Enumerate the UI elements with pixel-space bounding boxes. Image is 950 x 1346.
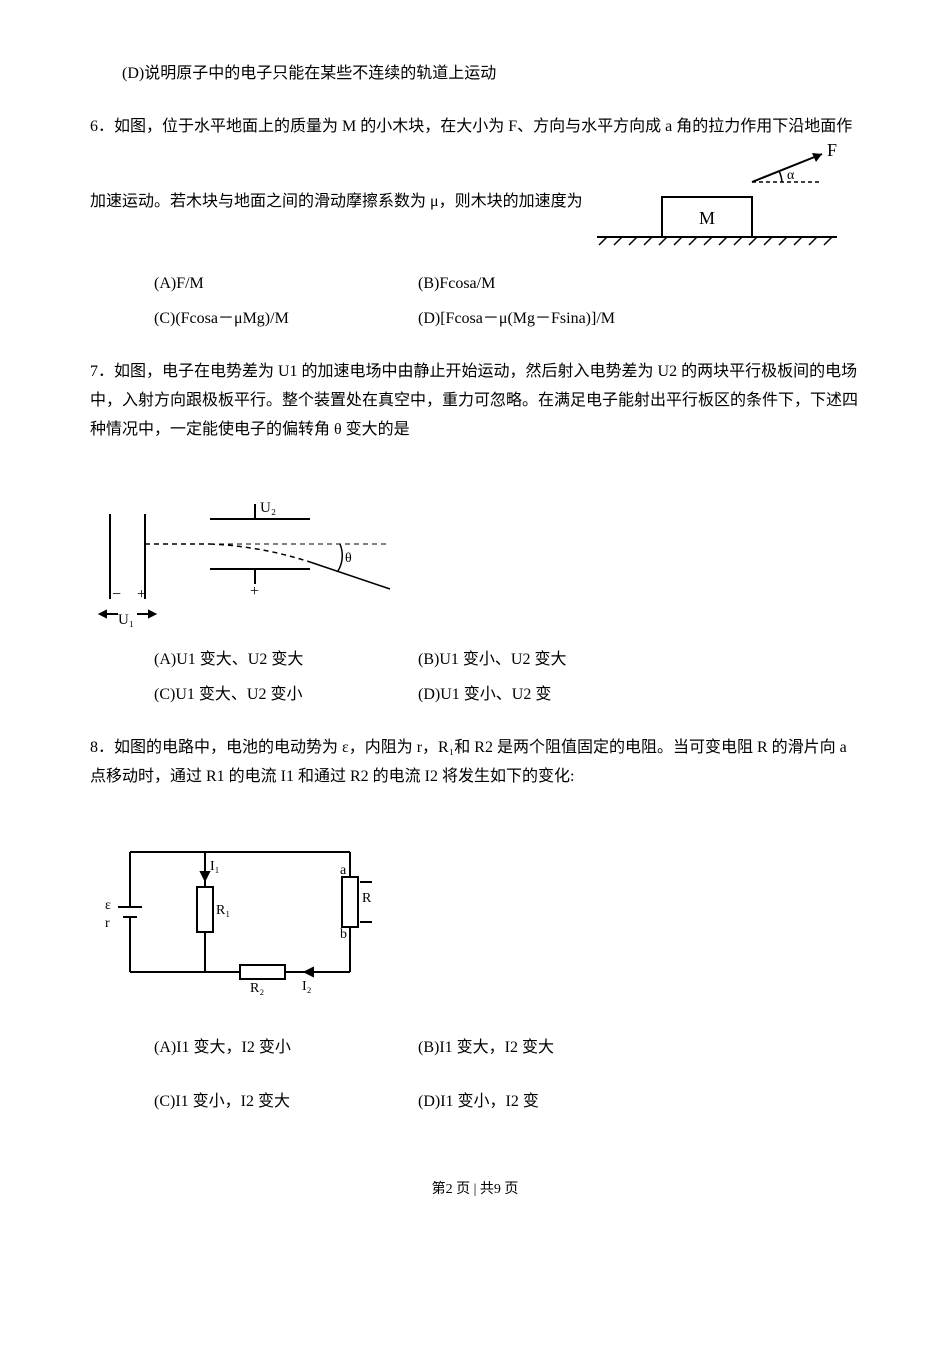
q6-alpha-label: α — [787, 168, 795, 183]
q6-text: 6．如图，位于水平地面上的质量为 M 的小木块，在大小为 F、方向与水平方向成 … — [90, 113, 860, 263]
q6-option-b: (B)Fcosa/M — [386, 270, 686, 299]
q8-options-row2: (C)I1 变小，I2 变大 (D)I1 变小，I2 变 — [90, 1088, 860, 1117]
q8-option-a: (A)I1 变大，I2 变小 — [122, 1034, 382, 1063]
q8-rint-label: r — [105, 916, 110, 931]
q8: 8．如图的电路中，电池的电动势为 ε，内阻为 r，R₁和 R2 是两个阻值固定的… — [90, 734, 860, 1117]
q8-option-b: (B)I1 变大，I2 变大 — [386, 1034, 686, 1063]
q7-option-c: (C)U1 变大、U2 变小 — [122, 681, 382, 710]
q8-i2-label: I₂ — [302, 979, 312, 994]
q8-r2-label: R₂ — [250, 981, 264, 996]
q7-figure: − + U₁ U₂ + θ — [90, 484, 860, 634]
q6-options-row1: (A)F/M (B)Fcosa/M — [90, 270, 860, 299]
q8-r-label: R — [362, 891, 372, 906]
q7-option-d: (D)U1 变小、U2 变 — [386, 681, 686, 710]
q7-option-a: (A)U1 变大、U2 变大 — [122, 646, 382, 675]
q8-figure: I₁ R₁ R₂ I₂ R a b ε r — [90, 832, 860, 1002]
q6: 6．如图，位于水平地面上的质量为 M 的小木块，在大小为 F、方向与水平方向成 … — [90, 113, 860, 334]
q8-r1-label: R₁ — [216, 903, 230, 918]
q6-option-a: (A)F/M — [122, 270, 382, 299]
q6-option-d: (D)[Fcosa－μ(Mg－Fsina)]/M — [386, 305, 686, 334]
q8-b-label: b — [340, 927, 347, 942]
q7-u1-label: U₁ — [118, 612, 134, 628]
q6-figure: M F α — [587, 142, 847, 263]
q7: 7．如图，电子在电势差为 U1 的加速电场中由静止开始运动，然后射入电势差为 U… — [90, 358, 860, 710]
page-footer: 第2 页 | 共9 页 — [90, 1177, 860, 1202]
q5-remainder: (D)说明原子中的电子只能在某些不连续的轨道上运动 — [90, 60, 860, 89]
q7-u2-label: U₂ — [260, 500, 276, 516]
svg-text:+: + — [137, 586, 146, 603]
q6-options-row2: (C)(Fcosa－μMg)/M (D)[Fcosa－μ(Mg－Fsina)]/… — [90, 305, 860, 334]
q7-options-row2: (C)U1 变大、U2 变小 (D)U1 变小、U2 变 — [90, 681, 860, 710]
q6-f-label: F — [827, 142, 837, 160]
q8-option-c: (C)I1 变小，I2 变大 — [122, 1088, 382, 1117]
q5-option-d: (D)说明原子中的电子只能在某些不连续的轨道上运动 — [90, 60, 860, 89]
q8-text: 8．如图的电路中，电池的电动势为 ε，内阻为 r，R₁和 R2 是两个阻值固定的… — [90, 734, 860, 792]
q8-eps-label: ε — [105, 898, 111, 913]
q7-theta-label: θ — [345, 551, 352, 566]
q6-option-c: (C)(Fcosa－μMg)/M — [122, 305, 382, 334]
q8-options-row1: (A)I1 变大，I2 变小 (B)I1 变大，I2 变大 — [90, 1034, 860, 1063]
q7-option-b: (B)U1 变小、U2 变大 — [386, 646, 686, 675]
q7-options-row1: (A)U1 变大、U2 变大 (B)U1 变小、U2 变大 — [90, 646, 860, 675]
q8-option-d: (D)I1 变小，I2 变 — [386, 1088, 686, 1117]
q6-m-label: M — [699, 208, 715, 228]
svg-text:−: − — [112, 586, 121, 603]
svg-text:+: + — [250, 583, 259, 600]
q8-a-label: a — [340, 863, 347, 878]
q8-i1-label: I₁ — [210, 859, 220, 874]
q7-text: 7．如图，电子在电势差为 U1 的加速电场中由静止开始运动，然后射入电势差为 U… — [90, 358, 860, 444]
